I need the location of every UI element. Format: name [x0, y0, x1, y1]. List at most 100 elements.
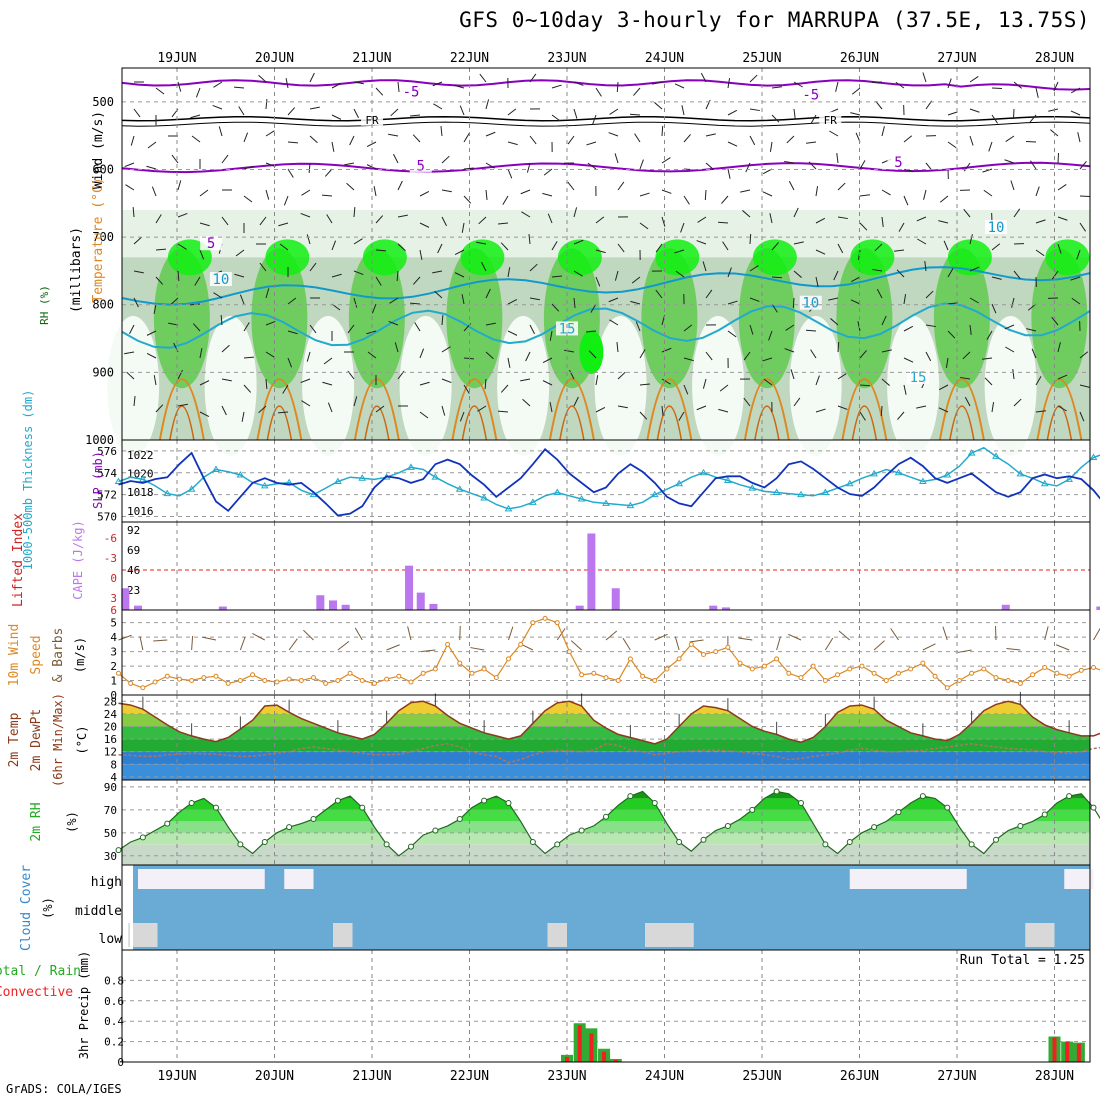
wind-barb — [353, 81, 364, 85]
wind-barb — [235, 249, 245, 257]
wind-barb — [895, 81, 905, 89]
wind-barb — [661, 157, 671, 164]
temp-band — [122, 713, 1090, 727]
wind-barb — [835, 81, 839, 92]
wind-barb — [522, 398, 531, 407]
date-tick-bottom: 23JUN — [547, 1069, 586, 1084]
wind-barb — [278, 222, 289, 227]
wind-barb — [300, 378, 311, 384]
li-tick-label: 0 — [110, 572, 117, 585]
wind-barb — [327, 402, 333, 413]
thickness-marker — [772, 488, 781, 495]
wind-barb — [195, 87, 201, 98]
temp-line — [118, 700, 1100, 745]
contour-warm-loop — [353, 378, 400, 441]
wind-barb — [126, 371, 135, 380]
thickness-marker — [943, 471, 952, 478]
cape-bar — [575, 605, 584, 610]
surface-wind-barb — [942, 626, 948, 641]
temp-band — [122, 751, 1090, 765]
wind-speed-marker — [676, 656, 682, 662]
wind-speed-marker — [128, 680, 134, 686]
rh-marker — [334, 797, 341, 804]
wind-speed-marker — [1054, 670, 1060, 676]
wind-barb — [507, 357, 511, 368]
wind-barb — [588, 350, 597, 359]
wind-speed-marker — [969, 670, 975, 676]
wind-barb — [808, 161, 817, 170]
wind-speed-marker — [579, 672, 585, 678]
wind-speed-marker — [1042, 665, 1048, 671]
wind-barb — [265, 378, 268, 390]
rh-saturated-area — [362, 239, 407, 276]
cape-bar — [709, 605, 718, 610]
wind-barb — [441, 155, 450, 164]
wind-barb — [412, 276, 421, 285]
rh-moist-area — [251, 248, 308, 389]
wind-barb — [437, 243, 443, 254]
wind-barb — [419, 191, 430, 197]
wind-barb — [947, 141, 957, 149]
wind-barb — [614, 270, 619, 281]
wind-barb — [1005, 135, 1015, 143]
wind-speed-marker — [176, 676, 182, 682]
cloud-level-low: low — [99, 932, 123, 947]
wind-barb — [697, 216, 707, 223]
wind-barb — [441, 346, 451, 353]
contour-label-bg — [409, 158, 432, 173]
wind-barb — [177, 243, 187, 250]
wind-barb — [507, 330, 518, 336]
precip-convective-bar — [613, 1059, 618, 1062]
thickness-marker — [748, 484, 757, 491]
surface-wind-barb — [605, 630, 618, 641]
wind-barb — [199, 249, 205, 260]
wind-barb — [177, 403, 188, 407]
wind-tick-label: 2 — [110, 660, 117, 673]
wind-speed-marker — [761, 663, 767, 669]
rh-marker — [237, 841, 244, 848]
rh-marker — [456, 816, 463, 823]
rh-band — [122, 791, 1090, 799]
wind-barb — [1051, 270, 1059, 280]
wind-barb — [321, 194, 333, 197]
wind-speed-marker — [274, 679, 280, 685]
surface-wind-barb — [738, 637, 753, 641]
wind-barb — [301, 189, 311, 196]
slp-axis-label: SLP (mb) — [91, 451, 105, 509]
date-tick-top: 28JUN — [1035, 51, 1074, 66]
pressure-tick-label: 500 — [92, 95, 114, 109]
wind-barb — [353, 396, 358, 407]
rh-saturated-area — [460, 239, 505, 276]
wind-barb — [243, 356, 255, 359]
wind-barb — [397, 81, 400, 92]
wind-barb — [353, 270, 364, 276]
rh-moist-area — [348, 248, 405, 389]
precip-convective-bar — [1065, 1041, 1070, 1062]
surface-wind-barb — [407, 626, 412, 641]
rh-marker — [749, 806, 756, 813]
wind-barb — [876, 288, 883, 299]
surface-wind-barb — [957, 649, 972, 653]
date-tick-top: 25JUN — [742, 51, 781, 66]
wind-barb — [1013, 270, 1021, 280]
rh-dry-plume — [204, 315, 257, 456]
thickness-marker — [528, 498, 537, 505]
wind-barb — [590, 303, 597, 313]
wind-barb — [903, 357, 914, 363]
thickness-marker — [1065, 475, 1074, 482]
wind-barb — [718, 408, 729, 413]
rh-dry-plume — [497, 315, 550, 456]
rh-saturated-area — [850, 239, 895, 276]
wind-barb — [704, 189, 707, 201]
wind-barb — [463, 167, 474, 170]
temp-band — [122, 739, 1090, 752]
wind-barb — [988, 141, 993, 152]
wind-barb — [749, 297, 760, 302]
wind-barb — [1079, 161, 1087, 170]
wind-barb — [655, 289, 663, 299]
wind-barb — [859, 384, 871, 387]
wind-barb — [639, 383, 650, 386]
wind-barb — [1004, 324, 1015, 330]
contour-freezing-2 — [121, 121, 1091, 127]
li-tick-label: 3 — [110, 592, 117, 605]
